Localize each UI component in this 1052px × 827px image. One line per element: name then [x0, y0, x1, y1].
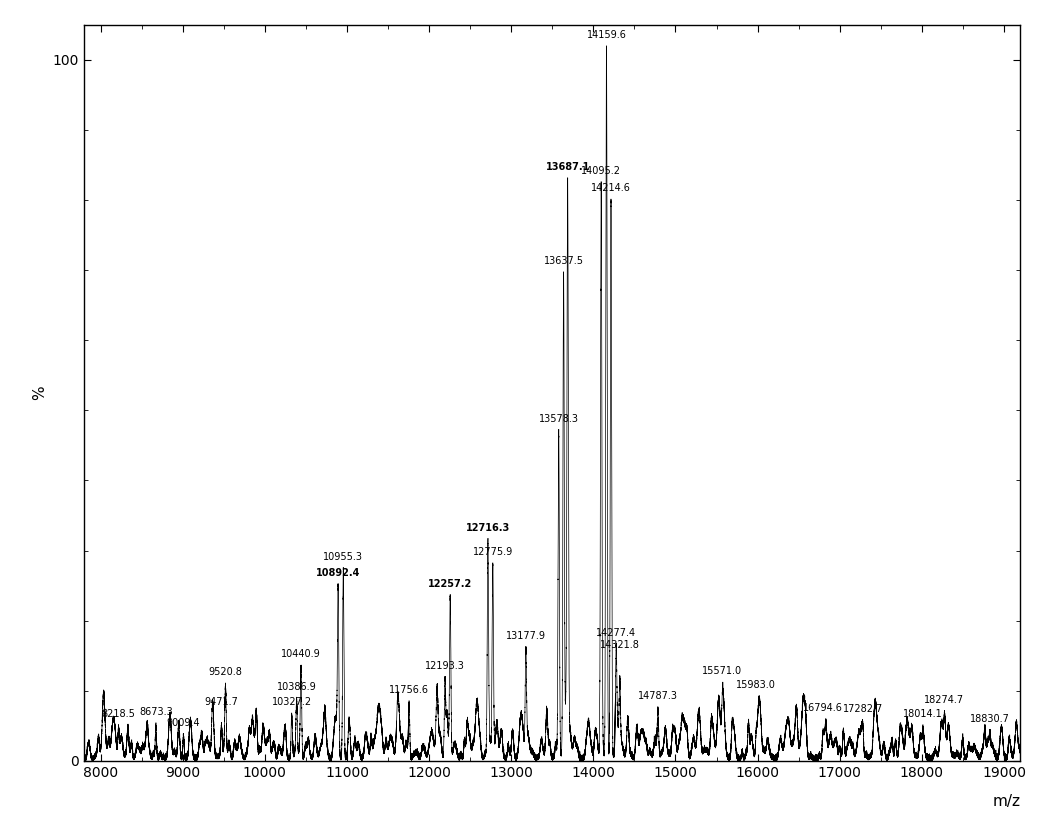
Text: 10386.9: 10386.9 — [277, 681, 317, 691]
Text: 14159.6: 14159.6 — [587, 31, 626, 41]
Text: 15571.0: 15571.0 — [703, 667, 743, 676]
Text: 13578.3: 13578.3 — [539, 414, 579, 423]
Text: 10892.4: 10892.4 — [316, 568, 361, 578]
Text: 9520.8: 9520.8 — [208, 667, 242, 677]
Text: m/z: m/z — [992, 794, 1020, 809]
Text: 10440.9: 10440.9 — [281, 649, 321, 659]
Text: 8218.5: 8218.5 — [102, 709, 136, 719]
Y-axis label: %: % — [33, 385, 47, 400]
Text: 14277.4: 14277.4 — [596, 628, 636, 638]
Text: 8673.3: 8673.3 — [139, 707, 173, 717]
Text: 9471.7: 9471.7 — [204, 697, 239, 707]
Text: 14214.6: 14214.6 — [591, 184, 631, 194]
Text: 12775.9: 12775.9 — [472, 547, 513, 557]
Text: 9009.4: 9009.4 — [166, 718, 200, 728]
Text: 16794.6: 16794.6 — [803, 703, 843, 713]
Text: 14787.3: 14787.3 — [638, 691, 679, 701]
Text: 13637.5: 13637.5 — [544, 256, 584, 266]
Text: 13177.9: 13177.9 — [506, 631, 546, 641]
Text: 13687.1: 13687.1 — [546, 162, 590, 172]
Text: 12257.2: 12257.2 — [428, 579, 472, 589]
Text: 18274.7: 18274.7 — [925, 696, 965, 705]
Text: 12716.3: 12716.3 — [466, 523, 510, 533]
Text: 11756.6: 11756.6 — [389, 685, 429, 696]
Text: 18014.1: 18014.1 — [904, 709, 943, 719]
Text: 10327.2: 10327.2 — [271, 697, 311, 707]
Text: 17282.7: 17282.7 — [843, 704, 883, 714]
Text: 14321.8: 14321.8 — [600, 640, 640, 650]
Text: 12193.3: 12193.3 — [425, 661, 465, 671]
Text: 14095.2: 14095.2 — [581, 166, 621, 176]
Text: 18830.7: 18830.7 — [970, 714, 1010, 724]
Text: 15983.0: 15983.0 — [736, 680, 776, 690]
Text: 10955.3: 10955.3 — [323, 552, 363, 562]
